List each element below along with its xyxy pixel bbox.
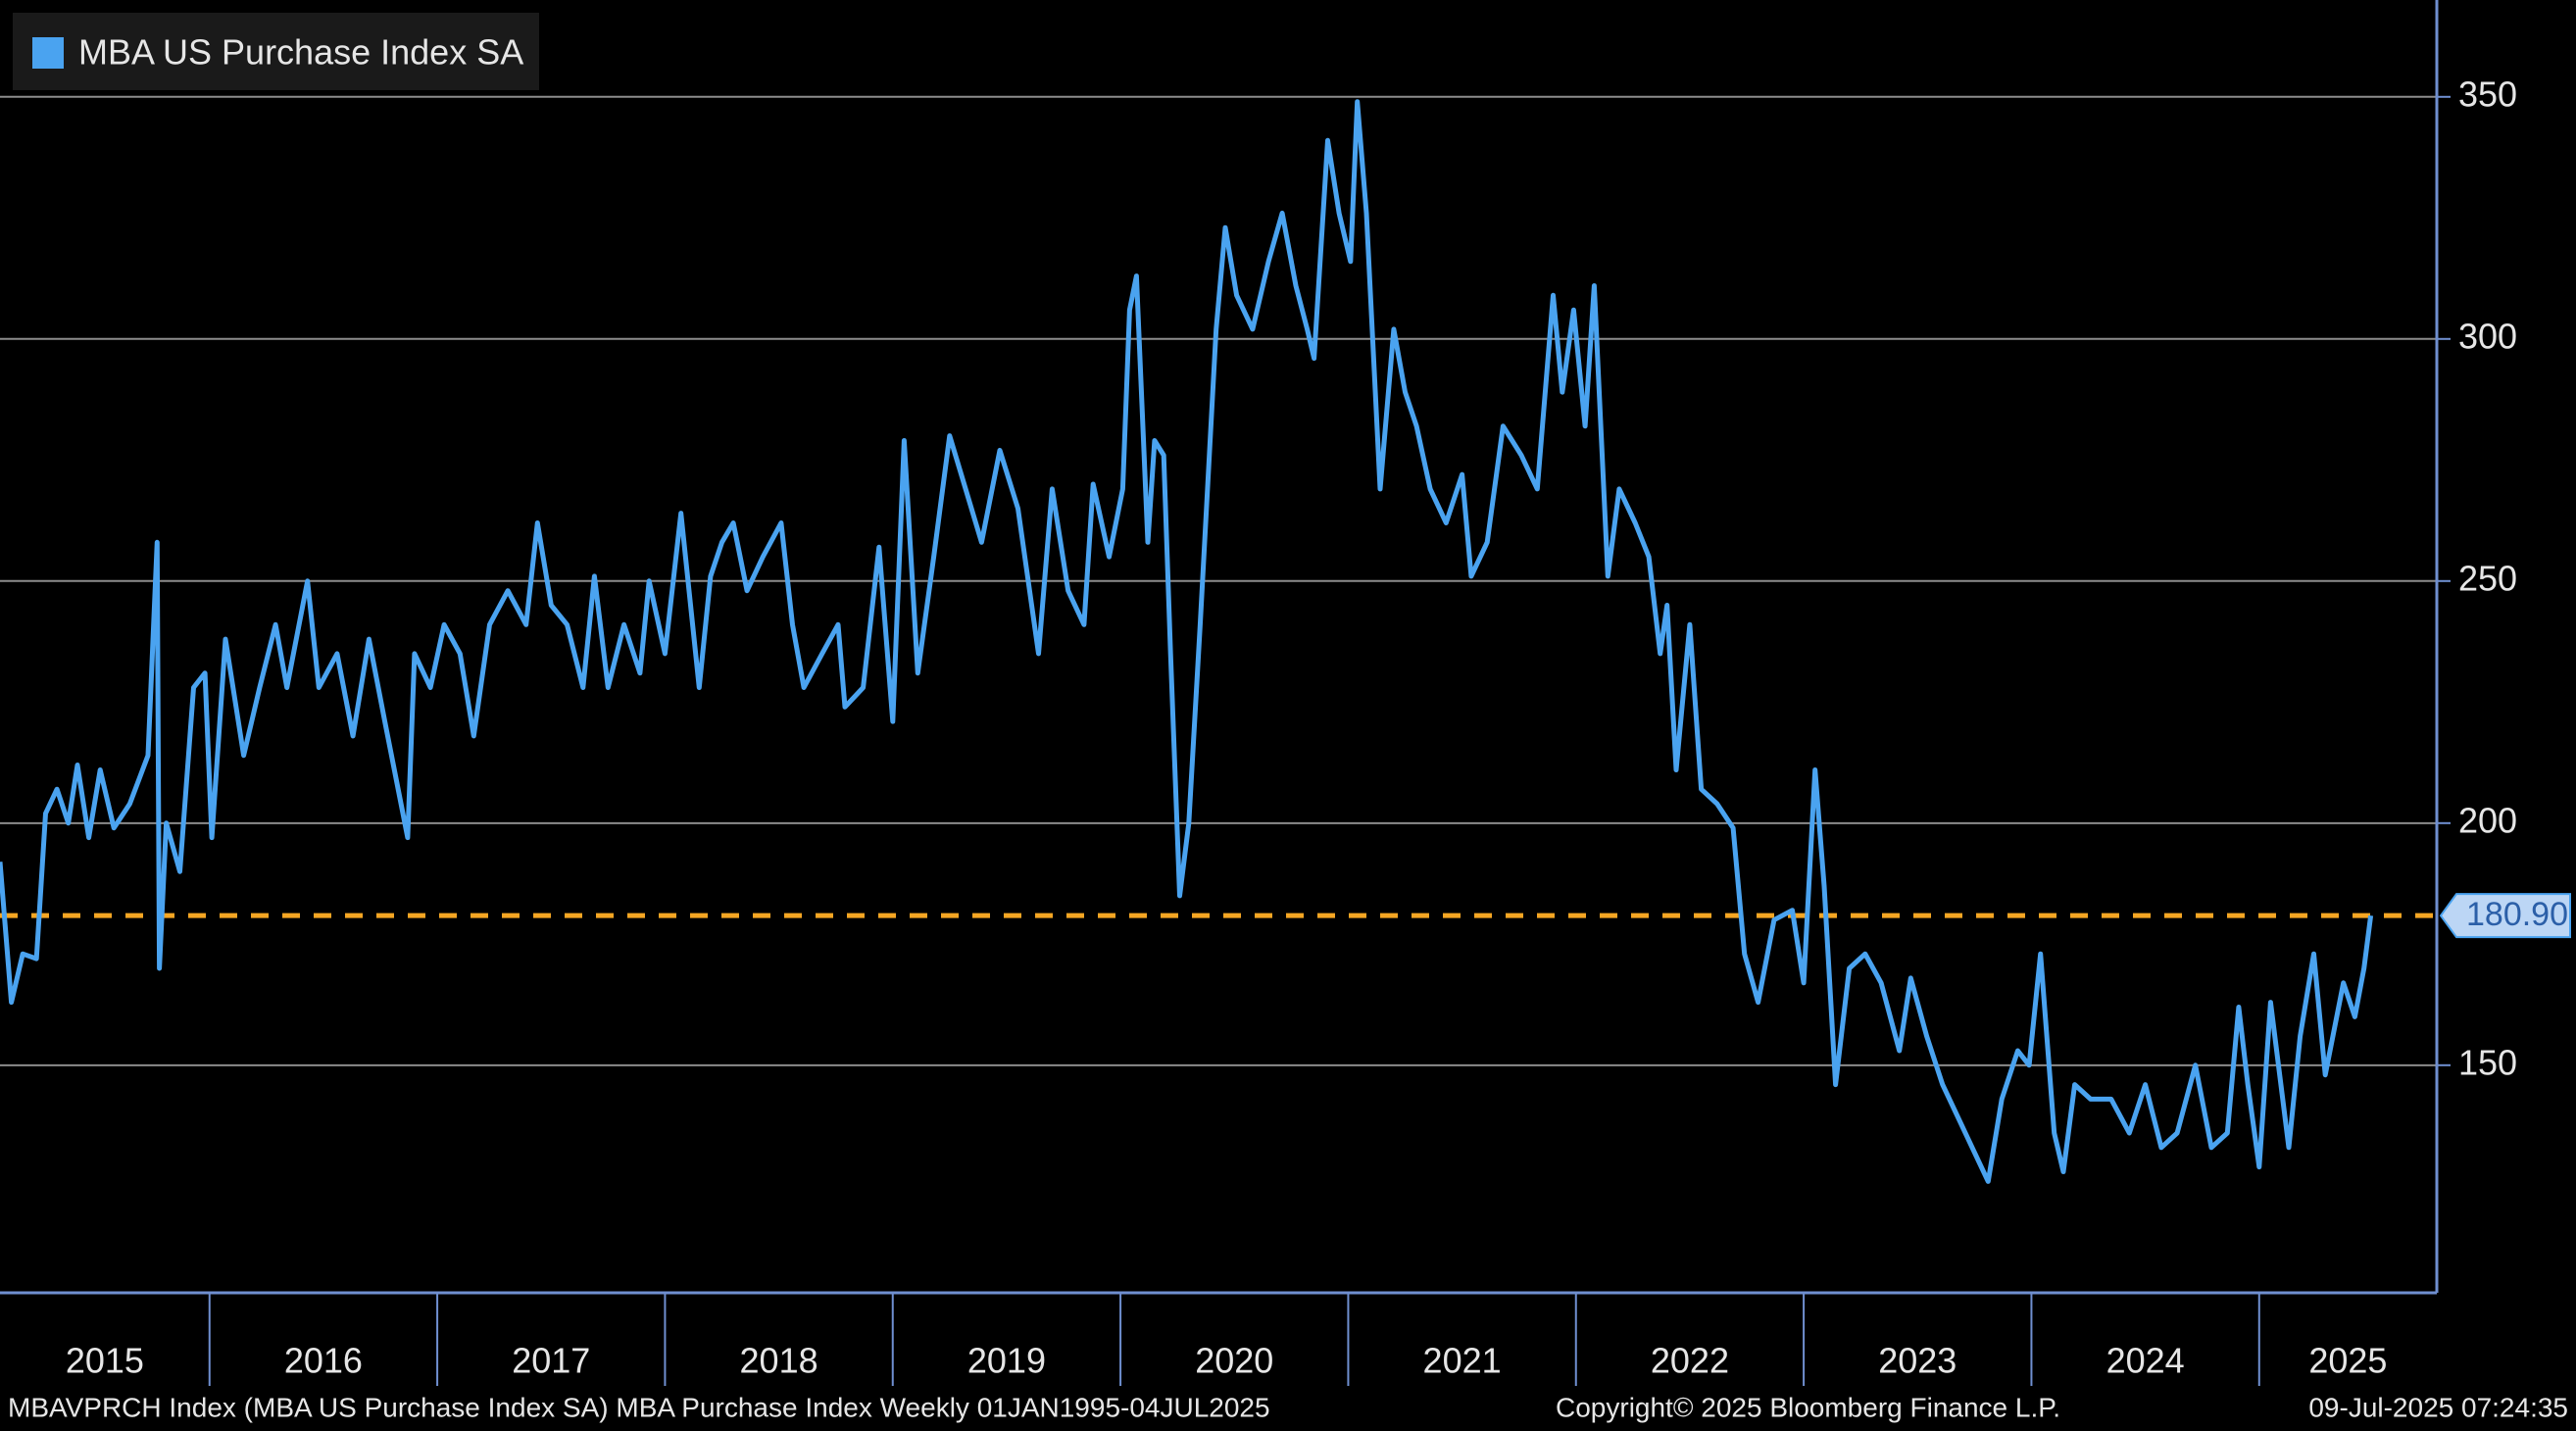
y-tick-label: 250: [2458, 558, 2517, 598]
x-tick-label: 2019: [967, 1341, 1046, 1381]
x-tick-label: 2021: [1423, 1341, 1502, 1381]
x-tick-label: 2018: [740, 1341, 818, 1381]
reference-label: 180.90: [2466, 896, 2568, 933]
legend-label: MBA US Purchase Index SA: [78, 32, 523, 73]
footer-copyright: Copyright© 2025 Bloomberg Finance L.P.: [1556, 1392, 2060, 1422]
reference-callout: [2439, 893, 2571, 939]
y-tick-label: 300: [2458, 316, 2517, 356]
legend-box: [13, 13, 539, 90]
x-tick-label: 2025: [2308, 1341, 2387, 1381]
data-line: [0, 99, 2374, 1184]
x-tick-label: 2023: [1878, 1341, 1957, 1381]
x-tick-label: 2020: [1195, 1341, 1273, 1381]
footer-source: MBAVPRCH Index (MBA US Purchase Index SA…: [8, 1392, 1270, 1422]
y-tick-label: 200: [2458, 800, 2517, 840]
plot: 180.90: [0, 99, 2571, 1184]
footer-timestamp: 09-Jul-2025 07:24:35: [2308, 1392, 2568, 1422]
x-tick-label: 2022: [1651, 1341, 1729, 1381]
y-tick-label: 350: [2458, 74, 2517, 114]
y-tick-label: 150: [2458, 1042, 2517, 1082]
x-tick-label: 2024: [2106, 1341, 2185, 1381]
x-tick-label: 2017: [512, 1341, 590, 1381]
legend-swatch: [32, 37, 64, 69]
x-tick-label: 2016: [284, 1341, 363, 1381]
x-tick-label: 2015: [66, 1341, 144, 1381]
